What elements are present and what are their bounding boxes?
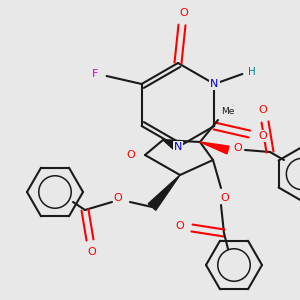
Text: O: O — [88, 247, 96, 257]
Text: O: O — [259, 105, 267, 115]
Text: O: O — [114, 193, 122, 203]
Polygon shape — [163, 140, 180, 152]
Polygon shape — [148, 175, 180, 210]
Text: F: F — [92, 69, 98, 79]
Text: O: O — [234, 143, 242, 153]
Text: O: O — [258, 131, 267, 141]
Text: N: N — [174, 142, 182, 152]
Text: Me: Me — [221, 107, 235, 116]
Polygon shape — [200, 142, 229, 154]
Text: N: N — [210, 79, 219, 89]
Text: O: O — [176, 221, 184, 231]
Text: H: H — [248, 67, 256, 77]
Text: O: O — [127, 150, 135, 160]
Text: O: O — [180, 8, 188, 18]
Text: O: O — [220, 193, 230, 203]
